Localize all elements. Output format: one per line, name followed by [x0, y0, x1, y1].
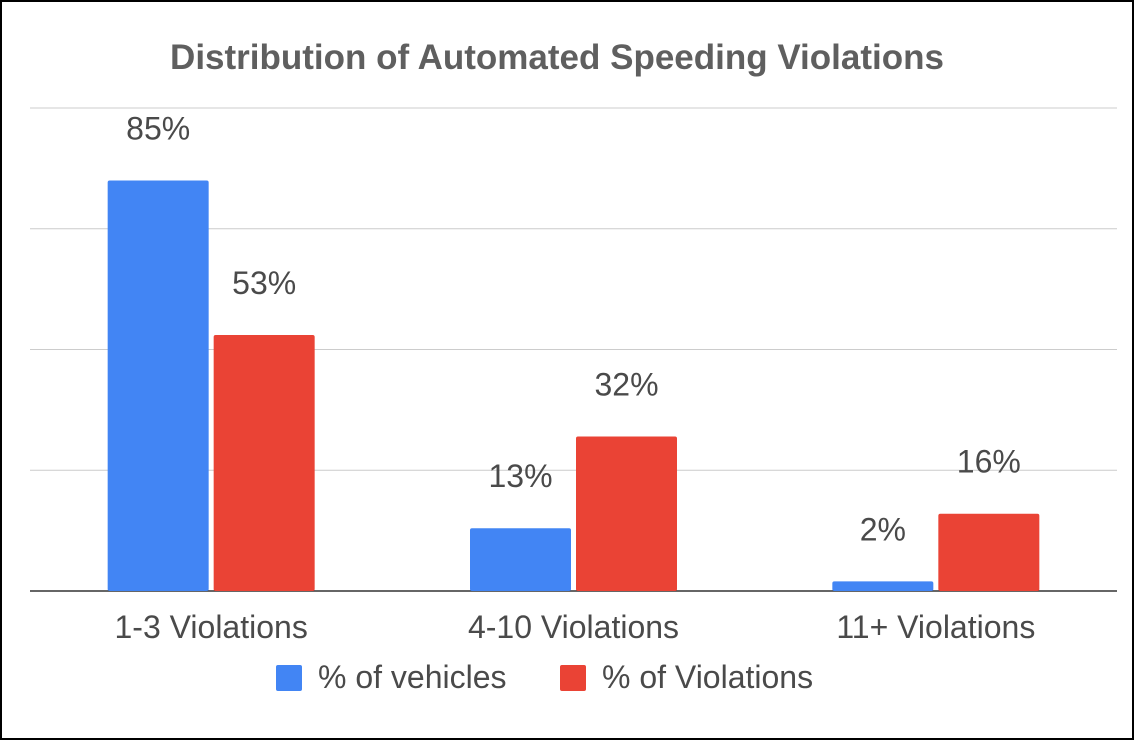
bar-vehicles-3 [832, 581, 934, 591]
legend-swatch-vehicles [276, 665, 302, 691]
bars [107, 180, 1040, 591]
x-axis-tick-labels: 1-3 Violations 4-10 Violations 11+ Violati… [115, 609, 1036, 645]
legend-label-vehicles: % of vehicles [318, 659, 507, 695]
data-labels: 85% 53% 13% 32% 2% 16% [126, 110, 1021, 547]
data-label-vehicles-1: 85% [126, 110, 190, 146]
data-label-violations-1: 53% [232, 265, 296, 301]
data-label-vehicles-2: 13% [488, 458, 552, 494]
x-tick-label-3: 11+ Violations [836, 609, 1035, 645]
data-label-vehicles-3: 2% [860, 511, 906, 547]
data-label-violations-3: 16% [957, 444, 1021, 480]
bar-vehicles-1 [107, 180, 209, 591]
legend-swatch-violations [560, 665, 586, 691]
bar-violations-2 [576, 436, 677, 591]
legend: % of vehicles % of Violations [276, 659, 813, 695]
data-label-violations-2: 32% [594, 366, 658, 402]
gridlines [30, 107, 1117, 592]
chart-title: Distribution of Automated Speeding Viola… [170, 38, 944, 77]
x-tick-label-2: 4-10 Violations [468, 609, 679, 645]
bar-violations-1 [213, 335, 315, 591]
legend-label-violations: % of Violations [602, 659, 813, 695]
bar-violations-3 [938, 513, 1040, 591]
bar-vehicles-2 [470, 528, 571, 591]
x-tick-label-1: 1-3 Violations [115, 609, 308, 645]
